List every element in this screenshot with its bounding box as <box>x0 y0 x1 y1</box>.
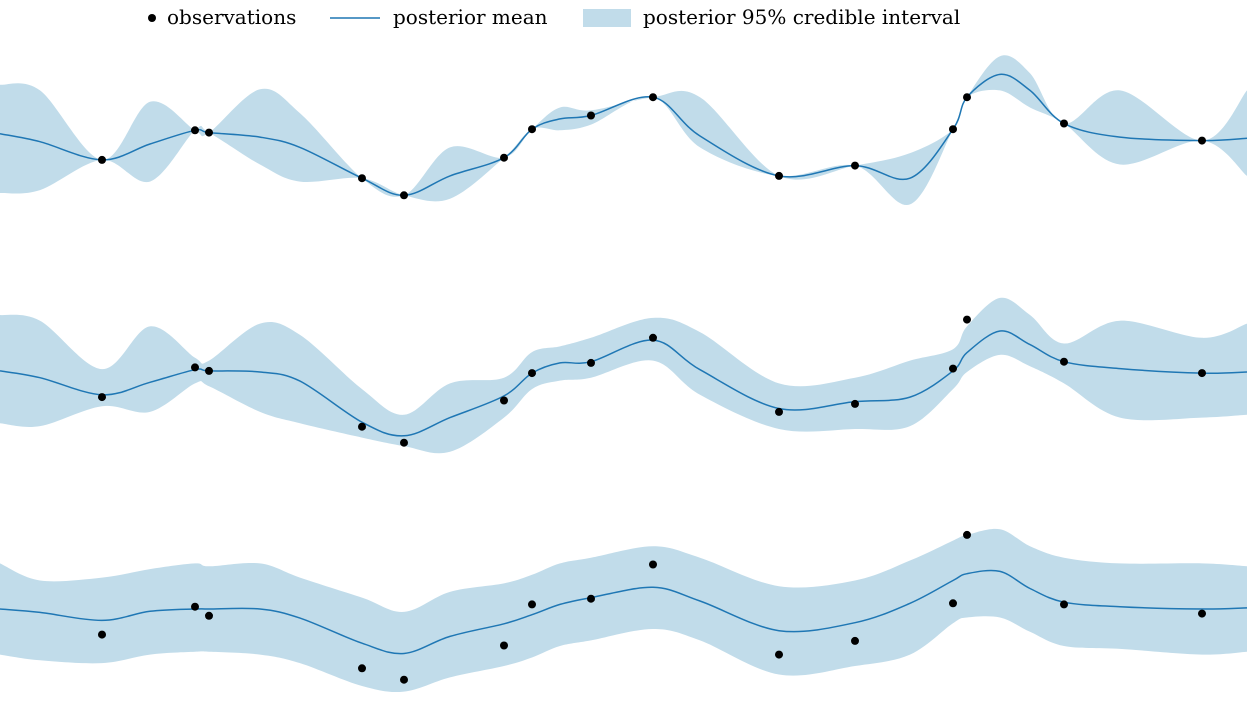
observation-point <box>851 161 859 170</box>
legend-band-label: posterior 95% credible interval <box>643 5 960 29</box>
observation-point <box>963 315 971 324</box>
observation-point <box>775 407 783 416</box>
observation-point <box>1060 357 1068 366</box>
observation-point <box>851 399 859 408</box>
observation-point <box>400 438 408 447</box>
observation-point <box>949 125 957 134</box>
observation-point <box>963 93 971 102</box>
observation-point <box>649 560 657 569</box>
panel-1 <box>0 55 1247 206</box>
legend-observation-marker <box>148 14 156 22</box>
legend-observations-label: observations <box>167 5 296 29</box>
legend: observations posterior mean posterior 95… <box>148 5 960 29</box>
posterior-mean-line <box>0 569 1247 655</box>
observation-point <box>191 363 199 372</box>
panels <box>0 55 1247 693</box>
observation-point <box>500 153 508 162</box>
observation-point <box>949 364 957 373</box>
observation-point <box>528 600 536 609</box>
observation-point <box>358 664 366 673</box>
observation-point <box>587 111 595 120</box>
observation-point <box>98 155 106 164</box>
observation-point <box>358 174 366 183</box>
observation-point <box>205 611 213 620</box>
panel-2 <box>0 297 1247 454</box>
observation-point <box>205 128 213 137</box>
posterior-mean-line <box>0 330 1247 437</box>
credible-interval-band <box>0 55 1247 206</box>
observation-point <box>775 650 783 659</box>
observation-point <box>649 333 657 342</box>
observation-point <box>528 125 536 134</box>
legend-band-swatch <box>583 9 631 27</box>
observation-point <box>1060 119 1068 128</box>
observation-point <box>963 530 971 539</box>
panel-3 <box>0 528 1247 693</box>
observation-point <box>851 636 859 645</box>
observation-point <box>1198 136 1206 145</box>
observation-point <box>358 422 366 431</box>
credible-interval-band <box>0 297 1247 454</box>
observation-point <box>1060 600 1068 609</box>
observation-point <box>205 366 213 375</box>
observation-point <box>775 171 783 180</box>
observation-point <box>1198 609 1206 618</box>
observation-point <box>400 675 408 684</box>
observation-point <box>649 93 657 102</box>
observation-point <box>587 358 595 367</box>
observation-point <box>400 191 408 200</box>
observation-point <box>191 602 199 611</box>
observation-point <box>98 630 106 639</box>
observation-point <box>949 599 957 608</box>
credible-interval-band <box>0 528 1247 693</box>
observation-point <box>191 126 199 135</box>
legend-mean-label: posterior mean <box>393 5 548 29</box>
observation-point <box>587 594 595 603</box>
observation-point <box>500 641 508 650</box>
observation-point <box>1198 369 1206 378</box>
observation-point <box>500 396 508 405</box>
observation-point <box>98 393 106 402</box>
observation-point <box>528 369 536 378</box>
